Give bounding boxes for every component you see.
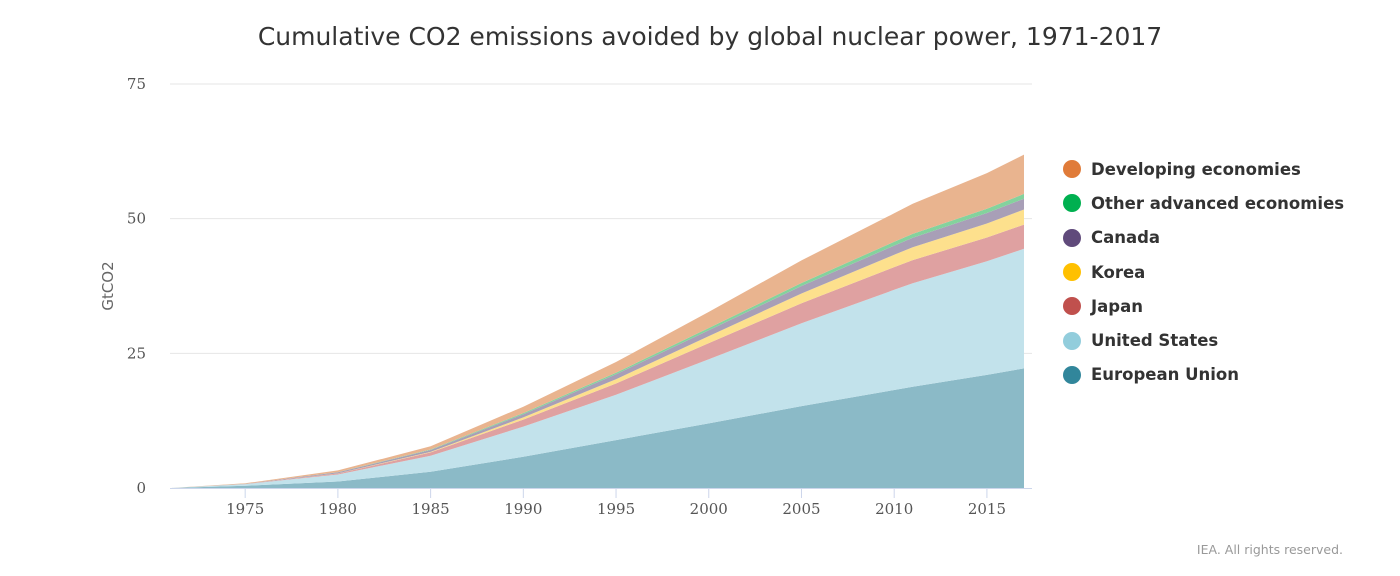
legend: Developing economies Other advanced econo… [1063, 152, 1344, 392]
legend-label: European Union [1091, 365, 1240, 385]
x-tick-label: 2005 [782, 500, 820, 518]
legend-label: Korea [1091, 262, 1146, 282]
y-tick-label: 50 [127, 210, 146, 228]
chart-title: Cumulative CO2 emissions avoided by glob… [257, 22, 1163, 51]
legend-swatch-icon [1063, 263, 1081, 282]
legend-label: Canada [1091, 228, 1161, 248]
axes [170, 488, 1032, 498]
x-tick-label: 2010 [875, 500, 913, 518]
y-tick-label: 25 [127, 344, 146, 362]
y-tick-label: 0 [136, 479, 146, 497]
legend-item-korea[interactable]: Korea [1063, 255, 1344, 289]
stacked-areas [171, 154, 1024, 488]
x-tick-label: 2000 [690, 500, 728, 518]
legend-item-japan[interactable]: Japan [1063, 289, 1344, 323]
area-united-states[interactable] [171, 248, 1024, 488]
legend-label: United States [1091, 331, 1219, 351]
legend-label: Japan [1091, 296, 1143, 316]
x-tick-label: 1990 [504, 500, 542, 518]
legend-item-canada[interactable]: Canada [1063, 221, 1344, 255]
legend-label: Other advanced economies [1091, 193, 1345, 213]
x-tick-label: 1975 [226, 500, 264, 518]
x-tick-label: 1995 [597, 500, 635, 518]
y-tick-labels: 0 25 50 75 [127, 75, 146, 497]
legend-item-european-union[interactable]: European Union [1063, 358, 1344, 392]
credit-text: IEA. All rights reserved. [1196, 542, 1343, 557]
y-axis-label: GtCO2 [99, 261, 117, 310]
legend-swatch-icon [1063, 228, 1081, 247]
legend-label: Developing economies [1091, 159, 1301, 179]
legend-item-united-states[interactable]: United States [1063, 323, 1344, 357]
x-tick-label: 1985 [412, 500, 450, 518]
legend-swatch-icon [1063, 297, 1081, 316]
x-tick-label: 1980 [319, 500, 357, 518]
x-tick-labels: 1975 1980 1985 1990 1995 2000 2005 2010 2015 [226, 500, 1006, 518]
legend-item-other-advanced-economies[interactable]: Other advanced economies [1063, 186, 1344, 220]
y-tick-label: 75 [127, 75, 146, 93]
legend-swatch-icon [1063, 365, 1081, 384]
legend-swatch-icon [1063, 194, 1081, 213]
legend-item-developing-economies[interactable]: Developing economies [1063, 152, 1344, 186]
legend-swatch-icon [1063, 331, 1081, 350]
x-tick-label: 2015 [968, 500, 1006, 518]
legend-swatch-icon [1063, 160, 1081, 179]
area-european-union[interactable] [171, 368, 1024, 488]
